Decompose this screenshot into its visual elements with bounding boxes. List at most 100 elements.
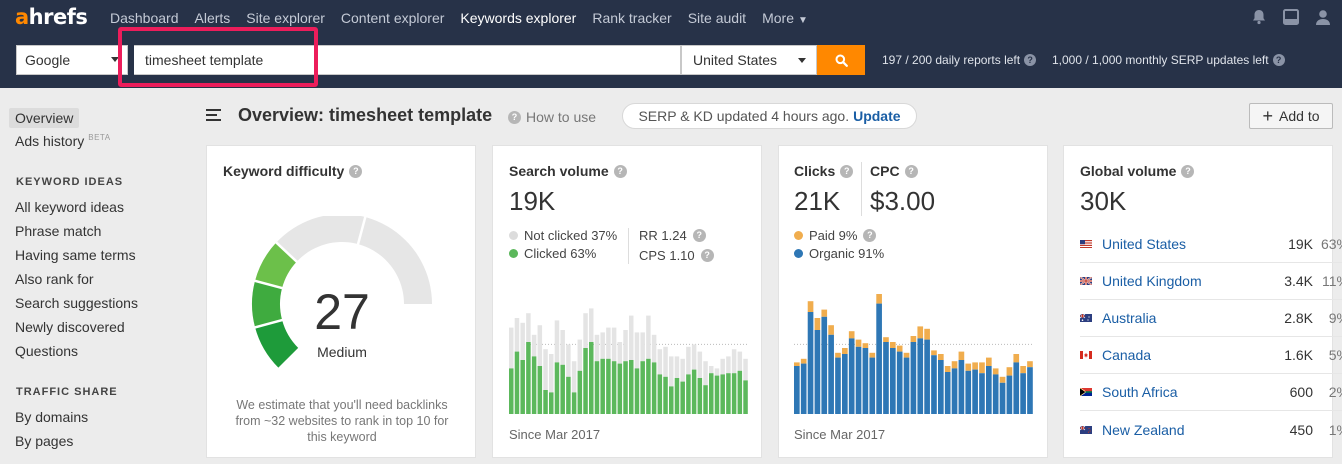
search-volume-bar-not-clicked — [577, 339, 583, 371]
legend-paid: Paid 9%? — [794, 228, 877, 243]
search-volume-bar-clicked — [594, 361, 600, 414]
country-link[interactable]: Australia — [1102, 310, 1157, 326]
search-bar: Google United States 197 / 200 daily rep… — [0, 35, 1342, 88]
gauge-separator — [253, 318, 284, 329]
search-volume-bar-not-clicked — [589, 308, 594, 342]
daily-reports-text: 197 / 200 daily reports left — [882, 53, 1021, 67]
help-icon[interactable]: ? — [863, 229, 877, 242]
sidebar-item-also-rank-for[interactable]: Also rank for — [15, 271, 94, 287]
search-volume-bar-clicked — [526, 342, 531, 414]
search-volume-bar-not-clicked — [617, 342, 623, 364]
search-volume-bar-clicked — [646, 358, 651, 414]
search-volume-bar-not-clicked — [600, 332, 605, 359]
sidebar-item-search-suggestions[interactable]: Search suggestions — [15, 295, 138, 311]
search-volume-bar-clicked — [691, 369, 697, 414]
add-to-button[interactable]: + Add to — [1249, 103, 1333, 129]
how-to-use-link[interactable]: ? How to use — [508, 109, 596, 125]
sidebar-item-questions[interactable]: Questions — [15, 343, 79, 359]
search-volume-bar-not-clicked — [611, 327, 617, 362]
search-volume-bar-not-clicked — [669, 356, 674, 387]
help-icon[interactable]: ? — [349, 164, 363, 178]
top-navigation: ahrefs Dashboard Alerts Site explorer Co… — [0, 0, 1342, 35]
help-icon[interactable]: ? — [840, 164, 854, 178]
sidebar-item-newly-discovered[interactable]: Newly discovered — [15, 319, 125, 335]
search-engine-select[interactable]: Google — [16, 45, 128, 75]
clicks-bar-organic — [890, 348, 896, 414]
sidebar: Overview Ads history BETA KEYWORD IDEAS A… — [0, 88, 195, 464]
nav-more[interactable]: More ▼ — [762, 10, 808, 26]
search-volume-bar-not-clicked — [731, 349, 737, 374]
sidebar-item-having-same-terms[interactable]: Having same terms — [15, 247, 136, 263]
search-volume-bar-not-clicked — [703, 361, 708, 386]
nav-site-explorer[interactable]: Site explorer — [246, 9, 325, 26]
sidebar-item-overview[interactable]: Overview — [9, 108, 80, 128]
clicks-bar-organic — [855, 346, 862, 414]
country-percent: 5% — [1328, 347, 1342, 363]
help-icon[interactable]: ? — [1181, 164, 1195, 178]
search-volume-chart — [509, 308, 749, 414]
help-icon[interactable]: ? — [1024, 54, 1037, 66]
clicks-bar-organic — [951, 368, 958, 414]
clicks-bar-paid — [931, 350, 937, 356]
inbox-icon[interactable] — [1282, 8, 1300, 26]
sidebar-item-all-keyword-ideas[interactable]: All keyword ideas — [15, 199, 124, 215]
keyword-difficulty-card: Keyword difficulty? 27 Medium We estimat… — [206, 145, 476, 458]
help-icon[interactable]: ? — [692, 229, 706, 242]
keyword-ideas-heading: KEYWORD IDEAS — [16, 176, 124, 188]
nav-rank-tracker[interactable]: Rank tracker — [592, 9, 672, 26]
search-volume-bar-not-clicked — [560, 330, 565, 365]
search-volume-bar-not-clicked — [646, 315, 651, 359]
nav-dashboard[interactable]: Dashboard — [110, 9, 179, 26]
search-volume-bar-clicked — [651, 362, 657, 414]
help-icon[interactable]: ? — [904, 164, 918, 178]
sidebar-item-by-domains[interactable]: By domains — [15, 409, 89, 425]
nav-content-explorer[interactable]: Content explorer — [340, 9, 445, 26]
update-link[interactable]: Update — [853, 108, 901, 124]
help-icon[interactable]: ? — [1272, 54, 1285, 66]
clicks-since: Since Mar 2017 — [794, 427, 886, 442]
search-volume-bar-not-clicked — [657, 349, 663, 375]
sidebar-item-phrase-match[interactable]: Phrase match — [15, 223, 102, 239]
nav-keywords-explorer[interactable]: Keywords explorer — [460, 9, 577, 26]
search-volume-bar-clicked — [737, 370, 743, 414]
page-title: Overview: timesheet template — [238, 105, 493, 125]
country-select[interactable]: United States — [681, 45, 817, 75]
ahrefs-logo[interactable]: ahrefs — [15, 5, 88, 29]
country-percent: 2% — [1328, 384, 1342, 400]
search-volume-bar-clicked — [640, 361, 645, 414]
sidebar-item-ads-history[interactable]: Ads history BETA — [15, 133, 111, 149]
search-volume-bar-clicked — [531, 356, 537, 414]
search-button[interactable] — [817, 45, 865, 75]
user-icon[interactable] — [1314, 8, 1332, 26]
clicks-bar-organic — [821, 316, 828, 414]
help-icon[interactable]: ? — [700, 249, 714, 262]
country-link[interactable]: Canada — [1102, 347, 1152, 363]
nav-site-audit[interactable]: Site audit — [687, 9, 747, 26]
country-row: United States 19K 63% — [1080, 226, 1342, 263]
search-volume-bar-clicked — [617, 363, 623, 414]
search-volume-bar-not-clicked — [674, 356, 680, 378]
clicks-bar-paid — [835, 352, 841, 358]
menu-icon[interactable] — [206, 109, 221, 124]
clicks-bar-organic — [1020, 373, 1026, 414]
clicks-bar-paid — [938, 354, 944, 360]
country-link[interactable]: United States — [1102, 236, 1187, 252]
nav-alerts[interactable]: Alerts — [194, 9, 231, 26]
help-icon[interactable]: ? — [613, 164, 627, 178]
country-link[interactable]: United Kingdom — [1102, 273, 1202, 289]
legend-dot — [509, 249, 518, 258]
country-row: United Kingdom 3.4K 11% — [1080, 263, 1342, 300]
search-volume-bar-clicked — [509, 368, 514, 414]
keyword-input[interactable] — [134, 45, 681, 75]
search-volume-bar-not-clicked — [549, 354, 554, 393]
beta-badge: BETA — [88, 133, 111, 142]
bell-icon[interactable] — [1250, 8, 1268, 26]
search-volume-bar-clicked — [726, 373, 731, 414]
clicks-bar-organic — [883, 342, 889, 414]
country-link[interactable]: New Zealand — [1102, 421, 1185, 438]
sidebar-item-by-pages[interactable]: By pages — [15, 433, 74, 449]
country-link[interactable]: South Africa — [1102, 384, 1178, 400]
search-volume-bar-clicked — [629, 360, 634, 414]
search-volume-bar-not-clicked — [623, 330, 628, 362]
search-volume-bar-clicked — [543, 390, 548, 414]
